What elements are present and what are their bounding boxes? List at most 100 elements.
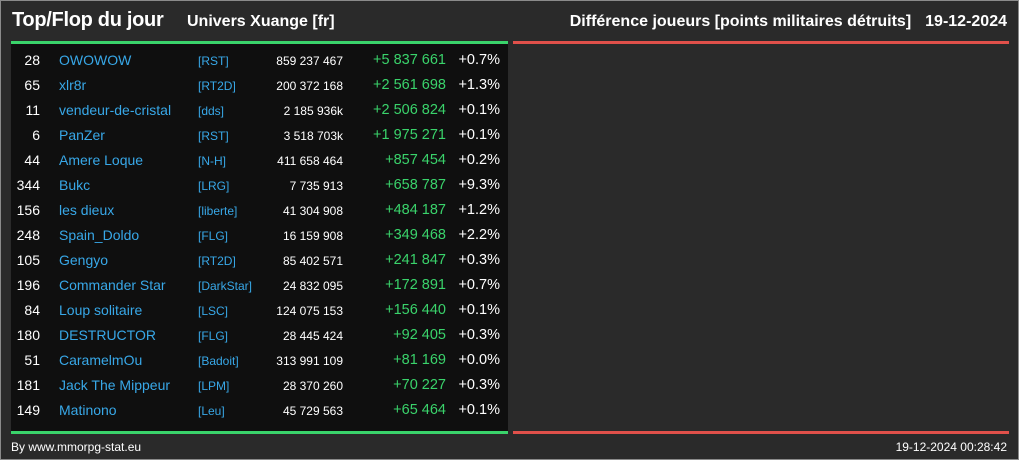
header-date: 19-12-2024 xyxy=(925,13,1007,30)
percent-change: +0.2% xyxy=(458,152,500,168)
player-row: 344 Bukc [LRG] 7 735 913 +658 787 +9.3% xyxy=(11,173,508,198)
player-rank: 65 xyxy=(24,77,40,93)
points-difference: +2 561 698 xyxy=(373,77,446,93)
alliance-tag-link[interactable]: [liberte] xyxy=(198,204,238,218)
player-row: 44 Amere Loque [N-H] 411 658 464 +857 454 +0.… xyxy=(11,148,508,173)
percent-change: +0.1% xyxy=(458,127,500,143)
flop-divider-bottom xyxy=(513,431,1009,434)
player-rank: 248 xyxy=(16,227,40,243)
alliance-tag-link[interactable]: [Leu] xyxy=(198,404,225,418)
top-gainers-divider-top xyxy=(11,41,508,44)
player-name-link[interactable]: les dieux xyxy=(59,202,115,218)
page-title: Top/Flop du jour xyxy=(12,9,164,31)
alliance-tag-link[interactable]: [RT2D] xyxy=(198,79,236,93)
universe-label: Univers Xuange [fr] xyxy=(187,13,335,30)
player-name-link[interactable]: DESTRUCTOR xyxy=(59,327,156,343)
player-rank: 84 xyxy=(24,302,40,318)
player-points: 7 735 913 xyxy=(289,179,343,193)
percent-change: +0.1% xyxy=(458,302,500,318)
player-name-link[interactable]: Bukc xyxy=(59,177,91,193)
player-name-link[interactable]: Matinono xyxy=(59,402,117,418)
player-row: 84 Loup solitaire [LSC] 124 075 153 +156 440… xyxy=(11,298,508,323)
percent-change: +1.3% xyxy=(458,77,500,93)
points-difference: +241 847 xyxy=(385,252,446,268)
player-rank: 180 xyxy=(16,327,40,343)
player-row: 11 vendeur-de-cristal [dds] 2 185 936k +2 50… xyxy=(11,98,508,123)
player-row: 51 CaramelmOu [Badoit] 313 991 109 +81 169 +0… xyxy=(11,348,508,373)
points-difference: +172 891 xyxy=(385,277,446,293)
points-difference: +349 468 xyxy=(385,227,446,243)
player-rank: 344 xyxy=(16,177,40,193)
alliance-tag-link[interactable]: [LRG] xyxy=(198,179,230,193)
alliance-tag-link[interactable]: [LSC] xyxy=(198,304,229,318)
points-difference: +156 440 xyxy=(385,302,446,318)
player-name-link[interactable]: CaramelmOu xyxy=(59,352,143,368)
points-difference: +2 506 824 xyxy=(373,102,446,118)
player-points: 2 185 936k xyxy=(283,104,343,118)
percent-change: +0.1% xyxy=(458,102,500,118)
player-rank: 105 xyxy=(16,252,40,268)
alliance-tag-link[interactable]: [DarkStar] xyxy=(198,279,253,293)
player-points: 28 445 424 xyxy=(282,329,343,343)
percent-change: +0.7% xyxy=(458,52,500,68)
player-name-link[interactable]: vendeur-de-cristal xyxy=(59,102,172,118)
points-difference: +1 975 271 xyxy=(373,127,446,143)
player-name-link[interactable]: Gengyo xyxy=(59,252,109,268)
points-difference: +81 169 xyxy=(393,352,446,368)
flop-panel xyxy=(513,44,1009,431)
player-rank: 156 xyxy=(16,202,40,218)
player-points: 859 237 467 xyxy=(276,54,343,68)
player-points: 3 518 703k xyxy=(283,129,343,143)
points-difference: +484 187 xyxy=(385,202,446,218)
player-points: 41 304 908 xyxy=(282,204,343,218)
percent-change: +0.1% xyxy=(458,402,500,418)
player-row: 180 DESTRUCTOR [FLG] 28 445 424 +92 405 +0.3% xyxy=(11,323,508,348)
alliance-tag-link[interactable]: [FLG] xyxy=(198,329,229,343)
player-name-link[interactable]: Spain_Doldo xyxy=(59,227,140,243)
alliance-tag-link[interactable]: [RST] xyxy=(198,54,229,68)
alliance-tag-link[interactable]: [RST] xyxy=(198,129,229,143)
percent-change: +0.3% xyxy=(458,252,500,268)
alliance-tag-link[interactable]: [dds] xyxy=(198,104,225,118)
alliance-tag-link[interactable]: [RT2D] xyxy=(198,254,236,268)
percent-change: +9.3% xyxy=(458,177,500,193)
alliance-tag-link[interactable]: [N-H] xyxy=(198,154,226,168)
points-difference: +65 464 xyxy=(393,402,446,418)
percent-change: +0.3% xyxy=(458,377,500,393)
footer-source[interactable]: By www.mmorpg-stat.eu xyxy=(11,440,142,454)
alliance-tag-link[interactable]: [FLG] xyxy=(198,229,229,243)
points-difference: +857 454 xyxy=(385,152,446,168)
player-points: 28 370 260 xyxy=(282,379,343,393)
flop-divider-top xyxy=(513,41,1009,44)
player-row: 196 Commander Star [DarkStar] 24 832 095 +17… xyxy=(11,273,508,298)
player-name-link[interactable]: Amere Loque xyxy=(59,152,144,168)
player-name-link[interactable]: xlr8r xyxy=(59,77,87,93)
player-rank: 6 xyxy=(32,127,40,143)
player-name-link[interactable]: Jack The Mippeur xyxy=(59,377,171,393)
player-rank: 44 xyxy=(24,152,40,168)
player-name-link[interactable]: PanZer xyxy=(59,127,105,143)
player-name-link[interactable]: Loup solitaire xyxy=(59,302,143,318)
player-points: 124 075 153 xyxy=(276,304,343,318)
player-row: 6 PanZer [RST] 3 518 703k +1 975 271 +0.1% xyxy=(11,123,508,148)
player-rank: 181 xyxy=(16,377,40,393)
player-name-link[interactable]: Commander Star xyxy=(59,277,166,293)
player-row: 28 OWOWOW [RST] 859 237 467 +5 837 661 +0.7% xyxy=(11,48,508,73)
player-name-link[interactable]: OWOWOW xyxy=(59,52,132,68)
top-gainers-divider-bottom xyxy=(11,431,508,434)
percent-change: +0.3% xyxy=(458,327,500,343)
player-points: 200 372 168 xyxy=(276,79,343,93)
player-row: 105 Gengyo [RT2D] 85 402 571 +241 847 +0.3% xyxy=(11,248,508,273)
player-rank: 11 xyxy=(25,102,40,118)
alliance-tag-link[interactable]: [LPM] xyxy=(198,379,230,393)
percent-change: +2.2% xyxy=(458,227,500,243)
player-points: 85 402 571 xyxy=(282,254,343,268)
alliance-tag-link[interactable]: [Badoit] xyxy=(198,354,239,368)
player-row: 181 Jack The Mippeur [LPM] 28 370 260 +70 22… xyxy=(11,373,508,398)
points-difference: +658 787 xyxy=(385,177,446,193)
player-rank: 196 xyxy=(16,277,40,293)
top-gainers-panel: 28 OWOWOW [RST] 859 237 467 +5 837 661 +0.7% 6… xyxy=(11,44,508,431)
player-rank: 28 xyxy=(24,52,40,68)
player-row: 156 les dieux [liberte] 41 304 908 +484 187 +… xyxy=(11,198,508,223)
